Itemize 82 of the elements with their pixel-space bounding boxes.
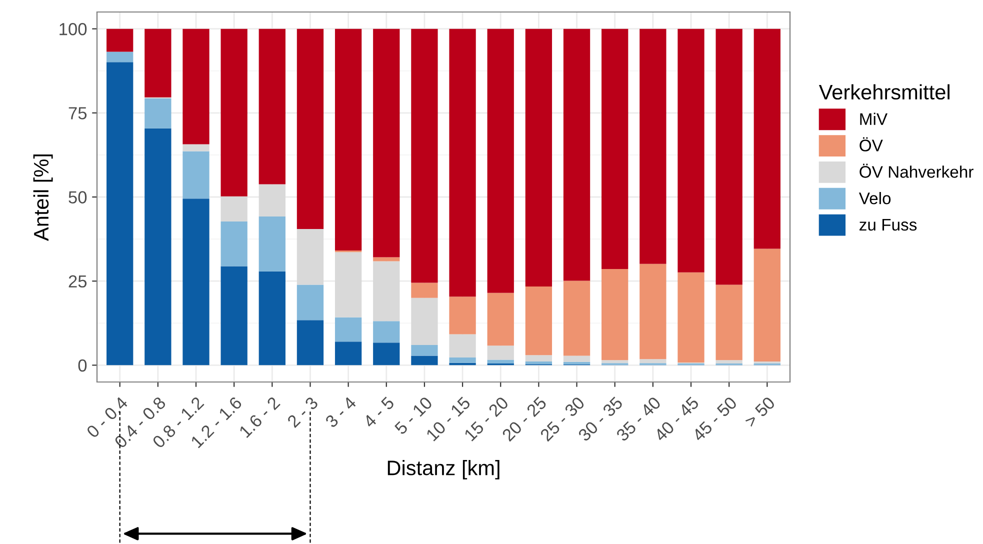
bar [334, 252, 362, 318]
bar [563, 280, 590, 356]
bar [258, 28, 286, 184]
legend-label: ÖV [860, 137, 883, 152]
bar [296, 228, 324, 285]
bar [220, 222, 248, 266]
bar [373, 261, 400, 322]
y-tick-label: 75 [68, 107, 87, 120]
bar [411, 356, 438, 366]
y-tick-label: 50 [68, 191, 87, 204]
bar [373, 321, 400, 343]
bar [449, 28, 476, 297]
bar [487, 360, 514, 364]
x-tick-label: > 50 [744, 396, 776, 428]
bar [334, 342, 362, 366]
bar [602, 360, 628, 364]
y-axis-title: Anteil [%] [33, 154, 53, 241]
bar [144, 128, 172, 366]
bar [678, 272, 704, 362]
legend-label: zu Fuss [860, 219, 917, 231]
bar [106, 62, 134, 366]
bar [258, 271, 286, 366]
bar [106, 28, 134, 52]
y-tick-label: 0 [78, 359, 87, 372]
bar [373, 342, 400, 366]
bar [296, 320, 324, 366]
legend-label: MiV [860, 112, 888, 125]
bar [640, 264, 666, 360]
bar [334, 317, 362, 342]
bar [220, 266, 248, 366]
bar [754, 28, 780, 249]
bar [182, 198, 210, 366]
bar [487, 28, 514, 293]
bar [220, 28, 248, 196]
bar [640, 359, 666, 364]
bar [563, 356, 590, 362]
bar [678, 28, 704, 272]
bar [525, 286, 552, 356]
bar [487, 292, 514, 346]
bar [754, 248, 780, 362]
bar [449, 296, 476, 334]
bar [411, 282, 438, 298]
bar [411, 28, 438, 283]
bar [525, 361, 552, 364]
x-tick-label: 2 - 3 [286, 396, 319, 428]
bar [716, 360, 742, 364]
bar [411, 298, 438, 345]
bar [487, 346, 514, 360]
bar [182, 151, 210, 199]
bar [525, 355, 552, 362]
bar [716, 28, 742, 285]
bar [640, 28, 666, 264]
bar [449, 357, 476, 363]
bar [182, 28, 210, 144]
bar [144, 98, 172, 128]
bar [334, 28, 362, 250]
bar [602, 268, 628, 360]
bar [373, 28, 400, 258]
bar [716, 284, 742, 360]
bar [258, 184, 286, 217]
legend-title: Verkehrsmittel [818, 84, 950, 100]
x-tick-label: 4 - 5 [362, 396, 395, 428]
y-tick-label: 100 [60, 22, 87, 36]
legend-label: Velo [858, 192, 891, 204]
bar [563, 362, 590, 365]
bar [525, 28, 552, 286]
bar [563, 28, 590, 281]
bar [373, 257, 400, 262]
legend-label: ÖV Nahverkehr [860, 164, 974, 178]
x-axis-title: Distanz [km] [388, 460, 500, 480]
bar [106, 52, 134, 62]
bar [411, 345, 438, 356]
y-tick-label: 25 [68, 275, 87, 288]
bar [296, 284, 324, 320]
bar [602, 28, 628, 269]
bar [296, 28, 324, 229]
bar [258, 216, 286, 272]
bar [182, 144, 210, 152]
bar [144, 28, 172, 98]
x-tick-label: 3 - 4 [324, 396, 357, 428]
bar [220, 196, 248, 222]
bar [449, 334, 476, 358]
